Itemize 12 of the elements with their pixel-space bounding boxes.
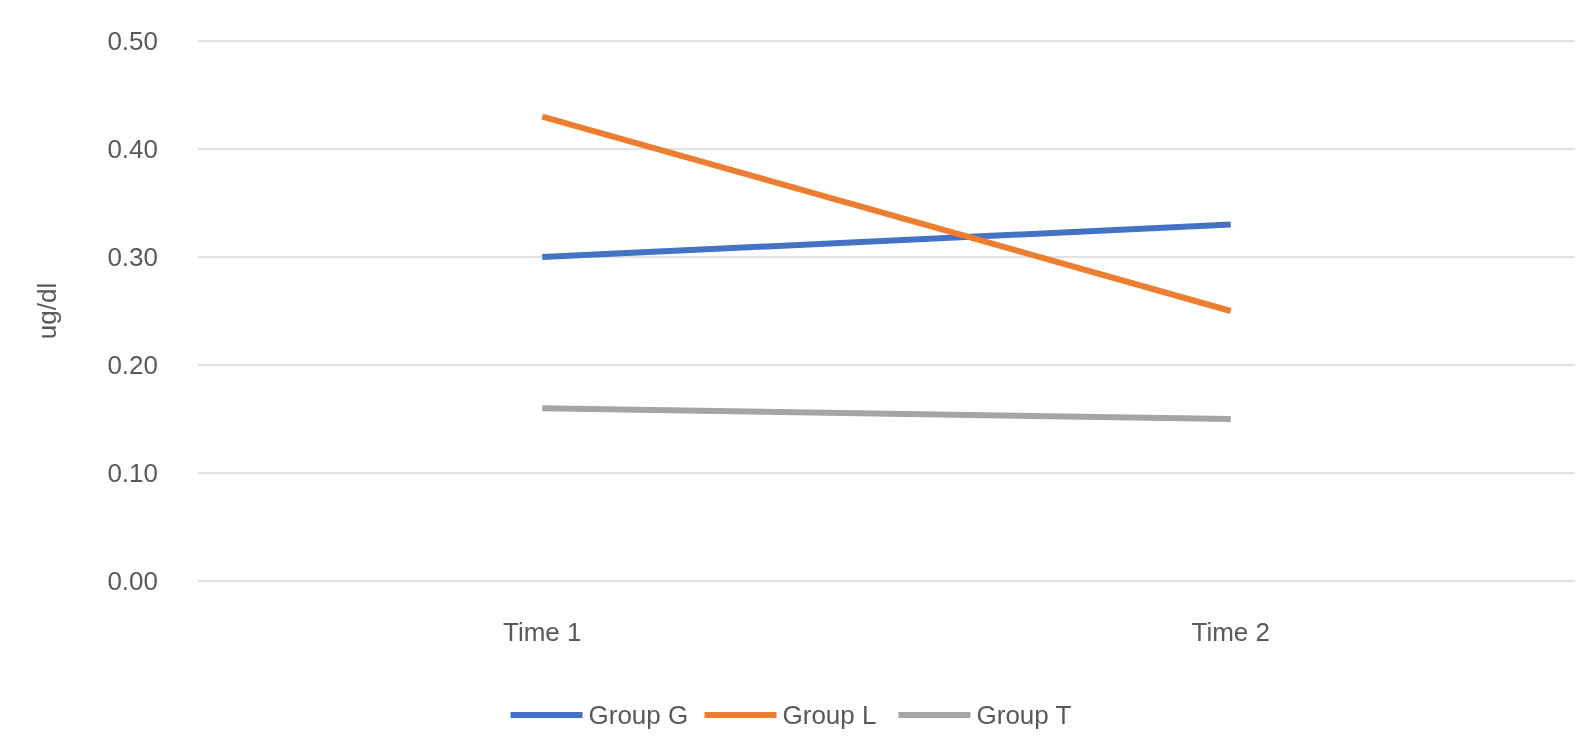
y-axis-title: ug/dl [32,282,62,340]
x-tick-label: Time 2 [1191,617,1270,647]
y-tick-label: 0.30 [107,242,158,273]
y-tick-label: 0.50 [107,26,158,57]
y-tick-label: 0.10 [107,458,158,489]
legend-label: Group T [976,700,1072,731]
y-tick-label: 0.20 [107,350,158,381]
x-tick-label: Time 1 [503,617,582,647]
legend-label: Group L [782,700,877,731]
y-tick-label: 0.00 [107,566,158,597]
y-tick-label: 0.40 [107,134,158,165]
legend-label: Group G [588,700,689,731]
